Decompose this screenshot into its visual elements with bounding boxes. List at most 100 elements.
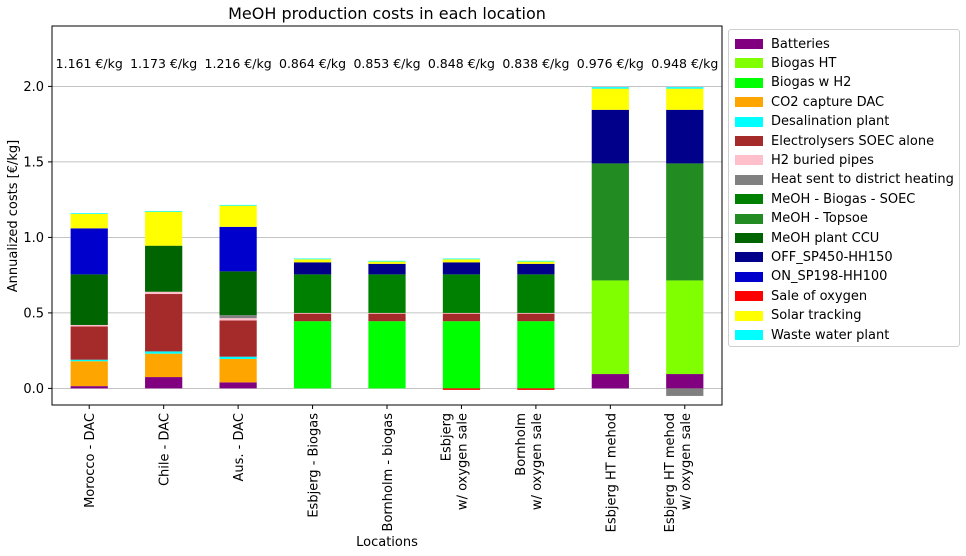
legend-swatch — [735, 233, 763, 243]
chart-title: MeOH production costs in each location — [228, 4, 546, 23]
bar-segment — [293, 274, 332, 313]
x-tick-label: Morocco - DAC — [83, 413, 98, 508]
bar-segment — [70, 228, 108, 275]
y-axis-label: Annualized costs [€/kg] — [6, 140, 21, 292]
legend-label: Waste water plant — [771, 327, 890, 343]
bar-segment — [517, 313, 555, 322]
bar-segment — [70, 359, 108, 362]
legend-item: Waste water plant — [735, 326, 889, 344]
bar-segment — [219, 226, 257, 272]
legend-label: ON_SP198-HH100 — [771, 269, 888, 285]
legend-label: Desalination plant — [771, 114, 890, 130]
bar-segment — [666, 374, 704, 389]
bar-segment — [666, 87, 704, 89]
total-cost-label: 1.216 €/kg — [205, 56, 272, 71]
legend-swatch — [735, 174, 763, 185]
legend-label: Sale of oxygen — [771, 288, 868, 304]
legend-swatch — [735, 58, 763, 69]
bar-segment — [442, 388, 481, 390]
bar-segment — [145, 245, 183, 292]
bar-segment — [666, 388, 704, 396]
legend-swatch — [735, 252, 763, 263]
legend-label: Batteries — [771, 36, 830, 52]
bar-segment — [368, 274, 406, 313]
legend-item: MeOH - Biogas - SOEC — [735, 190, 915, 208]
legend-label: Solar tracking — [771, 308, 862, 324]
legend-item: CO2 capture DAC — [735, 93, 884, 111]
bar-segment — [591, 109, 629, 164]
bar-segment — [666, 280, 704, 375]
legend-item: Sale of oxygen — [735, 287, 867, 305]
total-cost-label: 1.173 €/kg — [130, 56, 197, 71]
bar-segment — [442, 259, 481, 263]
bar-segment — [145, 211, 183, 246]
bar-segment — [368, 321, 406, 389]
bar-segment — [70, 326, 108, 360]
legend-swatch — [735, 77, 763, 88]
legend-label: OFF_SP450-HH150 — [771, 249, 893, 265]
bar-segment — [442, 258, 481, 260]
total-cost-label: 0.848 €/kg — [428, 56, 495, 71]
legend-item: Biogas HT — [735, 54, 836, 72]
bar-segment — [591, 374, 629, 389]
bar-segment — [219, 356, 257, 359]
bar-segment — [591, 88, 629, 110]
legend-item: Biogas w H2 — [735, 74, 851, 92]
bar-segment — [517, 274, 555, 313]
bar-segment — [293, 259, 332, 263]
bar-segment — [219, 315, 257, 319]
bar-segment — [70, 361, 108, 387]
legend-item: MeOH plant CCU — [735, 229, 879, 247]
bar-segment — [219, 318, 257, 321]
bar-segment — [591, 280, 629, 375]
legend-swatch — [735, 39, 763, 49]
legend-swatch — [735, 330, 763, 340]
legend-item: Desalination plant — [735, 113, 889, 131]
bars — [70, 87, 704, 396]
x-tick-label: Chile - DAC — [158, 413, 173, 486]
legend: Batteries Biogas HT Biogas w H2 CO2 capture… — [728, 29, 960, 347]
total-cost-label: 0.838 €/kg — [502, 56, 569, 71]
legend-label: Biogas HT — [771, 55, 837, 71]
bar-segment — [219, 358, 257, 383]
bar-segment — [145, 353, 183, 378]
y-axis-ticks: 0.0 0.5 1.0 1.5 2.0 — [23, 80, 52, 397]
bar-segment — [517, 312, 555, 314]
legend-item: Batteries — [735, 35, 830, 53]
bar-segment — [666, 163, 704, 281]
total-cost-label: 0.864 €/kg — [279, 56, 346, 71]
legend-label: CO2 capture DAC — [771, 94, 885, 110]
bar-segment — [368, 312, 406, 314]
bar-segment — [666, 88, 704, 110]
legend-swatch — [735, 97, 763, 108]
y-tick-label: 1.0 — [23, 231, 44, 246]
bar-segment — [145, 210, 183, 212]
bar-segment — [517, 321, 555, 389]
bar-segment — [591, 163, 629, 281]
bar-segment — [591, 87, 629, 89]
x-tick-label: Esbjerg HT mehod — [604, 413, 619, 532]
legend-swatch — [735, 116, 763, 127]
bar-segment — [442, 313, 481, 322]
legend-label: H2 buried pipes — [771, 152, 874, 168]
bar-segment — [70, 274, 108, 325]
legend-swatch — [735, 136, 763, 146]
legend-label: MeOH plant CCU — [771, 230, 880, 246]
x-tick-label: Aus. - DAC — [232, 413, 247, 482]
legend-swatch — [735, 213, 763, 224]
bar-segment — [219, 205, 257, 227]
legend-label: MeOH - Biogas - SOEC — [771, 191, 916, 207]
bar-segment — [517, 263, 555, 275]
bar-segment — [517, 388, 555, 390]
x-tick-label: w/ oxygen sale — [455, 413, 470, 510]
x-tick-label: w/ oxygen sale — [679, 413, 694, 510]
y-tick-label: 1.5 — [23, 155, 44, 170]
bar-segment — [145, 294, 183, 352]
total-cost-label: 0.853 €/kg — [353, 56, 420, 71]
bar-segment — [293, 321, 332, 389]
legend-swatch — [735, 291, 763, 302]
bar-segment — [70, 213, 108, 229]
total-labels: 1.161 €/kg 1.173 €/kg 1.216 €/kg 0.864 €/kg… — [56, 56, 719, 71]
x-tick-label: Esbjerg HT mehod — [663, 413, 678, 532]
x-tick-label: Esbjerg — [439, 413, 454, 461]
